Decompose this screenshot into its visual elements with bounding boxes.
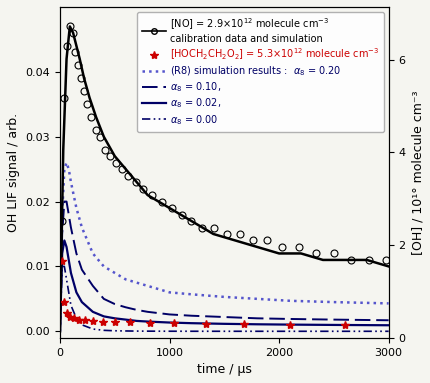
Y-axis label: [OH] / 10¹° molecule cm⁻³: [OH] / 10¹° molecule cm⁻³ — [410, 90, 423, 255]
Legend: [NO] = 2.9$\times$10$^{12}$ molecule cm$^{-3}$
calibration data and simulation, : [NO] = 2.9$\times$10$^{12}$ molecule cm$… — [136, 12, 383, 131]
Y-axis label: OH LIF signal / arb.: OH LIF signal / arb. — [7, 113, 20, 232]
X-axis label: time / μs: time / μs — [197, 363, 251, 376]
